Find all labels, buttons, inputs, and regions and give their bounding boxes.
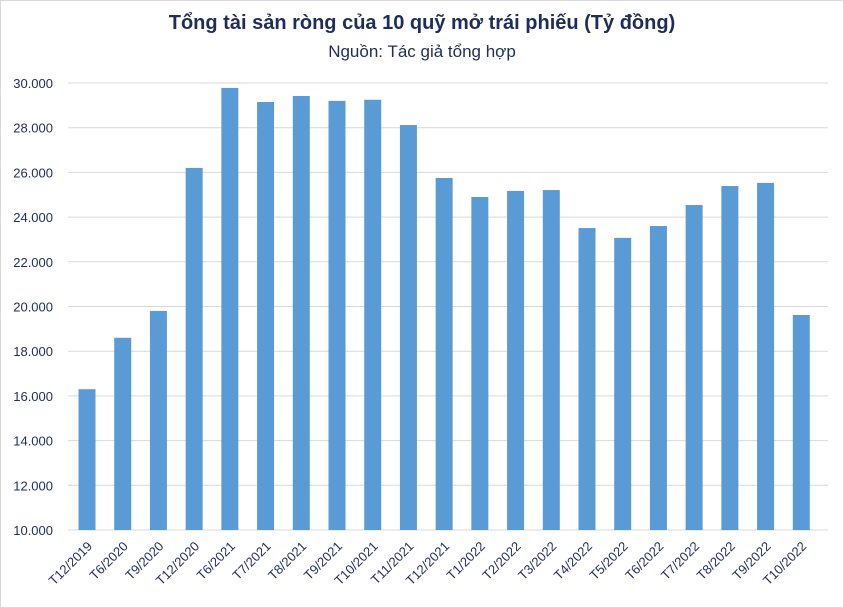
y-tick-label: 12.000 xyxy=(13,478,53,493)
bar xyxy=(328,100,346,530)
y-tick-label: 16.000 xyxy=(13,389,53,404)
y-axis: 10.000 12.000 14.000 16.000 18.000 20.000 22.0… xyxy=(13,76,53,538)
bar xyxy=(185,167,203,530)
bar xyxy=(721,186,739,530)
bar xyxy=(578,228,596,530)
bar xyxy=(471,196,489,531)
y-tick-label: 18.000 xyxy=(13,344,53,359)
x-tick-label: T7/2021 xyxy=(229,539,273,583)
x-tick-label: T6/2022 xyxy=(622,539,666,583)
x-tick-label: T5/2022 xyxy=(586,539,630,583)
x-tick-label: T2/2022 xyxy=(479,539,523,583)
bar xyxy=(542,190,560,530)
bar xyxy=(221,87,239,531)
chart-title: Tổng tài sản ròng của 10 quỹ mở trái phi… xyxy=(168,12,676,34)
bar xyxy=(292,95,310,530)
bar xyxy=(685,205,703,530)
bar xyxy=(757,182,775,531)
bar xyxy=(399,125,417,530)
x-tick-label: T12/2019 xyxy=(46,539,95,588)
x-tick-label: T6/2021 xyxy=(194,539,238,583)
x-tick-label: T6/2020 xyxy=(86,539,130,583)
y-tick-label: 22.000 xyxy=(13,255,53,270)
y-tick-label: 26.000 xyxy=(13,165,53,180)
x-tick-label: T8/2021 xyxy=(265,539,309,583)
y-tick-label: 30.000 xyxy=(13,76,53,91)
y-tick-label: 28.000 xyxy=(13,121,53,136)
y-tick-label: 10.000 xyxy=(13,523,53,538)
bar xyxy=(149,310,167,530)
y-tick-label: 20.000 xyxy=(13,300,53,315)
bar xyxy=(114,337,132,530)
x-axis: T12/2019T6/2020T9/2020T12/2020T6/2021T7/… xyxy=(46,539,810,588)
bar xyxy=(364,99,382,530)
bar xyxy=(435,177,453,531)
bar xyxy=(78,389,96,530)
bars xyxy=(78,87,810,531)
x-tick-label: T7/2022 xyxy=(658,539,702,583)
bar xyxy=(614,237,632,530)
x-tick-label: T3/2022 xyxy=(515,539,559,583)
x-tick-label: T1/2022 xyxy=(444,539,488,583)
bar xyxy=(257,101,275,530)
bar xyxy=(792,314,810,530)
y-tick-label: 24.000 xyxy=(13,210,53,225)
x-tick-label: T4/2022 xyxy=(551,539,595,583)
bar xyxy=(649,226,667,531)
x-tick-label: T8/2022 xyxy=(694,539,738,583)
bar xyxy=(507,190,525,530)
y-tick-label: 14.000 xyxy=(13,434,53,449)
chart-subtitle: Nguồn: Tác giả tổng hợp xyxy=(328,42,516,61)
